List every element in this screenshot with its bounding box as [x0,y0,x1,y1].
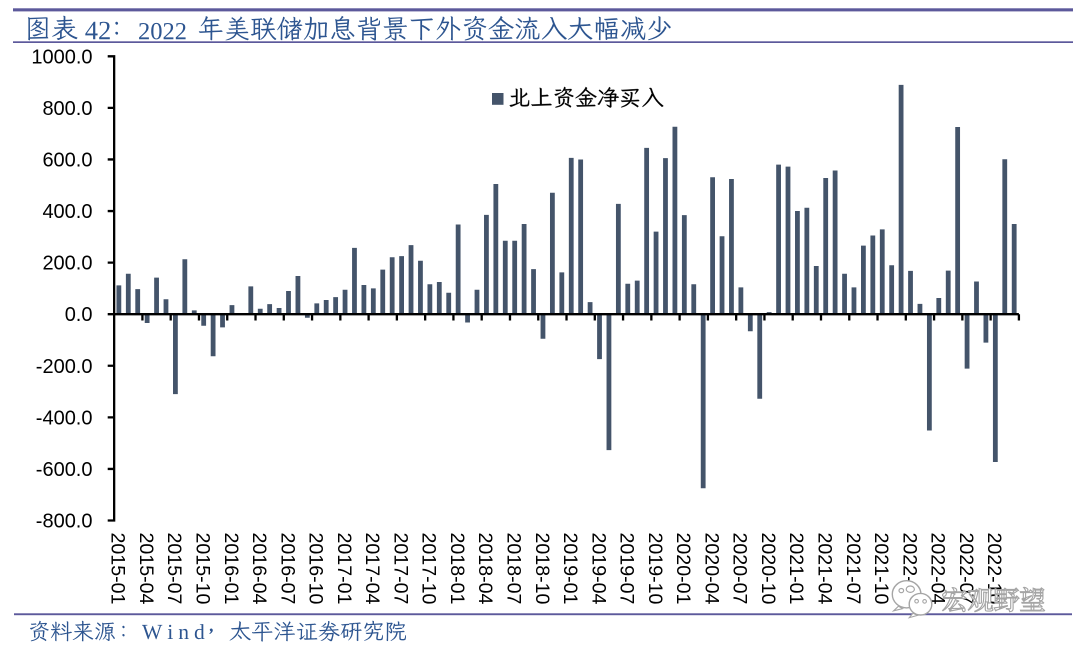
svg-text:2015-07: 2015-07 [163,533,185,605]
svg-text:2017-04: 2017-04 [361,533,383,605]
svg-text:2018-04: 2018-04 [474,533,496,605]
svg-text:2020-04: 2020-04 [700,533,722,605]
svg-text:-200.0: -200.0 [36,356,93,378]
svg-text:2017-01: 2017-01 [333,533,355,605]
svg-text:2020-01: 2020-01 [672,533,694,605]
svg-text:2016-10: 2016-10 [305,533,327,605]
svg-text:2021-04: 2021-04 [814,533,836,605]
svg-text:800.0: 800.0 [42,98,92,120]
svg-text:2022-10: 2022-10 [983,533,1005,605]
svg-text:2018-01: 2018-01 [446,533,468,605]
svg-text:2015-04: 2015-04 [135,533,157,605]
svg-text:-800.0: -800.0 [36,511,93,533]
svg-text:2017-07: 2017-07 [389,533,411,605]
svg-text:2017-10: 2017-10 [418,533,440,605]
svg-text:2021-07: 2021-07 [842,533,864,605]
svg-text:2015-01: 2015-01 [107,533,129,605]
svg-text:2019-10: 2019-10 [644,533,666,605]
svg-text:2019-07: 2019-07 [616,533,638,605]
svg-text:2016-07: 2016-07 [276,533,298,605]
svg-text:2020-10: 2020-10 [757,533,779,605]
svg-text:2021-01: 2021-01 [785,533,807,605]
svg-text:1000.0: 1000.0 [31,46,92,68]
svg-text:0.0: 0.0 [65,304,93,326]
svg-text:-600.0: -600.0 [36,459,93,481]
svg-text:2022-07: 2022-07 [955,533,977,605]
svg-text:600.0: 600.0 [42,150,92,172]
svg-text:400.0: 400.0 [42,201,92,223]
svg-text:2019-04: 2019-04 [587,533,609,605]
svg-text:200.0: 200.0 [42,253,92,275]
svg-text:2016-04: 2016-04 [248,533,270,605]
svg-text:2022-04: 2022-04 [927,533,949,605]
svg-text:2018-07: 2018-07 [503,533,525,605]
svg-text:2018-10: 2018-10 [531,533,553,605]
svg-text:-400.0: -400.0 [36,407,93,429]
svg-text:2019-01: 2019-01 [559,533,581,605]
svg-text:2021-10: 2021-10 [870,533,892,605]
svg-text:2016-01: 2016-01 [220,533,242,605]
svg-text:2020-07: 2020-07 [729,533,751,605]
svg-text:2015-10: 2015-10 [192,533,214,605]
